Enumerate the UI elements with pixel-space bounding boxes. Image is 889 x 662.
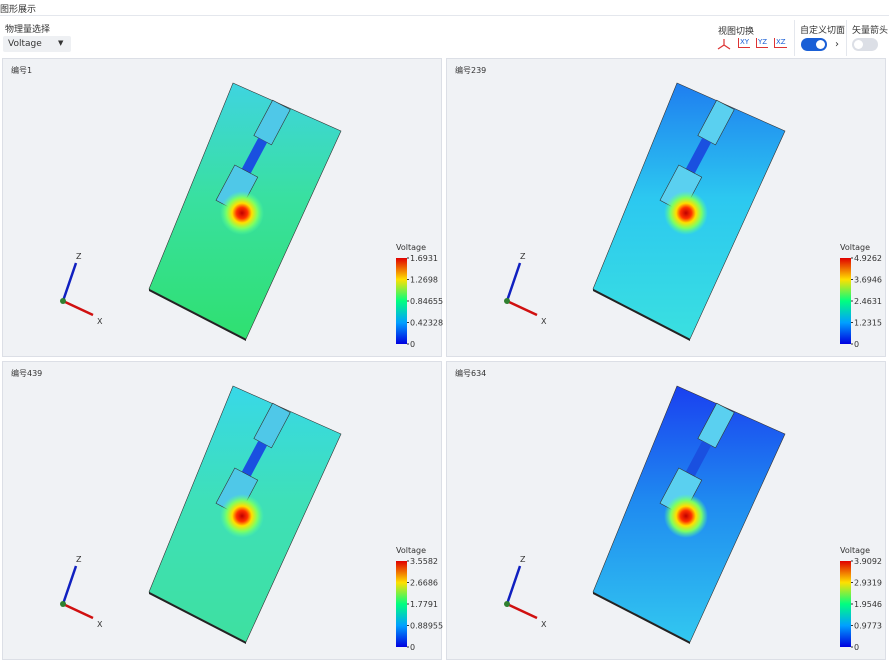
- colorbar-tick-label: 2.6686: [410, 579, 438, 588]
- hot-spot: [220, 494, 264, 538]
- page-title: 图形展示: [0, 5, 37, 15]
- colorbar-tick-label: 3.5582: [410, 557, 438, 566]
- plate-edge: [149, 289, 246, 341]
- colorbar-tick-label: 1.2698: [410, 276, 438, 285]
- colorbar-tick-label: 0.88955: [410, 622, 443, 631]
- separator: [846, 20, 847, 56]
- colorbar-tick-label: 0: [410, 643, 415, 652]
- axis-x-label: X: [97, 317, 103, 326]
- axis-z: [505, 565, 522, 605]
- colorbar: [840, 258, 851, 344]
- section-label: 自定义切面: [800, 26, 846, 36]
- axis-origin: [504, 601, 510, 607]
- axis-x-label: X: [541, 317, 547, 326]
- view-button[interactable]: XZ: [774, 38, 787, 48]
- colorbar-tick-label: 4.9262: [854, 254, 882, 263]
- axis-x-label: X: [541, 620, 547, 629]
- axis-z-label: Z: [76, 555, 82, 564]
- axis-x: [62, 299, 94, 317]
- axis-x: [506, 299, 538, 317]
- axis-origin: [504, 298, 510, 304]
- render: 编号634 Z X Voltage 3.9092 2.9319 1.9546 0.9773 0: [455, 368, 882, 652]
- axis-z: [61, 565, 78, 605]
- colorbar-tick-label: 0.84655: [410, 297, 443, 306]
- separator: [794, 20, 795, 56]
- colorbar-tick-label: 3.9092: [854, 557, 882, 566]
- plate-edge: [593, 592, 690, 644]
- hot-spot: [220, 191, 264, 235]
- vector-toggle[interactable]: [852, 38, 878, 51]
- hot-spot: [664, 191, 708, 235]
- axis-x-label: X: [97, 620, 103, 629]
- view-iso[interactable]: [716, 37, 732, 51]
- colorbar-tick-label: 0.42328: [410, 318, 443, 327]
- quantity-label: 物理量选择: [5, 25, 51, 35]
- view-label: 视图切换: [718, 27, 755, 37]
- axis-z-label: Z: [520, 252, 526, 261]
- colorbar: [396, 561, 407, 647]
- plate-edge: [149, 592, 246, 644]
- colorbar-tick-label: 0.9773: [854, 622, 882, 631]
- colorbar-title: Voltage: [396, 243, 426, 252]
- axis-x: [62, 602, 94, 620]
- colorbar-tick-label: 2.4631: [854, 297, 882, 306]
- panel-label: 编号1: [11, 65, 32, 75]
- render: 编号439 Z X Voltage 3.5582 2.6686 1.7791 0.88955 0: [11, 368, 443, 652]
- colorbar-tick-label: 1.7791: [410, 600, 438, 609]
- render: 编号1 Z X Voltage 1.6931 1.2698 0.84655 0.42328 0: [11, 65, 443, 349]
- divider: [0, 15, 889, 16]
- render: 编号239 Z X Voltage 4.9262 3.6946 2.4631 1.2315 0: [455, 65, 882, 349]
- colorbar-tick-label: 1.9546: [854, 600, 882, 609]
- axis-z: [61, 262, 78, 302]
- axis-x: [506, 602, 538, 620]
- colorbar-tick-label: 1.6931: [410, 254, 438, 263]
- colorbar-tick-label: 2.9319: [854, 579, 882, 588]
- viewport-panel: 编号439 Z X Voltage 3.5582 2.6686 1.7791 0.88955 0: [2, 361, 443, 660]
- probe: [215, 99, 291, 213]
- quantity-select[interactable]: Voltage ▼: [3, 36, 71, 52]
- quantity-value: Voltage: [8, 39, 42, 49]
- section-toggle[interactable]: [801, 38, 827, 51]
- view-button[interactable]: YZ: [756, 38, 769, 48]
- axis-z: [505, 262, 522, 302]
- colorbar-tick-label: 0: [854, 340, 859, 349]
- colorbar-tick-label: 1.2315: [854, 319, 882, 328]
- viewport-panel: 编号1 Z X Voltage 1.6931 1.2698 0.84655 0.42328 0: [2, 58, 443, 357]
- axis-z-label: Z: [76, 252, 82, 261]
- vector-label: 矢量箭头: [852, 26, 889, 36]
- hot-spot: [664, 494, 708, 538]
- colorbar: [396, 258, 407, 344]
- colorbar-title: Voltage: [840, 243, 870, 252]
- plate-edge: [593, 289, 690, 341]
- axis-origin: [60, 298, 66, 304]
- panel-label: 编号439: [11, 368, 42, 378]
- colorbar: [840, 561, 851, 647]
- viewport-panel: 编号239 Z X Voltage 4.9262 3.6946 2.4631 1.2315 0: [446, 58, 886, 357]
- colorbar-tick-label: 0: [854, 643, 859, 652]
- colorbar-title: Voltage: [396, 546, 426, 555]
- panel-label: 编号634: [455, 368, 486, 378]
- view-button[interactable]: XY: [738, 38, 751, 48]
- expand-arrow[interactable]: ›: [835, 39, 839, 50]
- axis-origin: [60, 601, 66, 607]
- colorbar-tick-label: 3.6946: [854, 276, 882, 285]
- colorbar-title: Voltage: [840, 546, 870, 555]
- axis-z-label: Z: [520, 555, 526, 564]
- dropdown-arrow: ▼: [58, 39, 64, 47]
- viewport-panel: 编号634 Z X Voltage 3.9092 2.9319 1.9546 0.9773 0: [446, 361, 886, 660]
- panel-label: 编号239: [455, 65, 486, 75]
- colorbar-tick-label: 0: [410, 340, 415, 349]
